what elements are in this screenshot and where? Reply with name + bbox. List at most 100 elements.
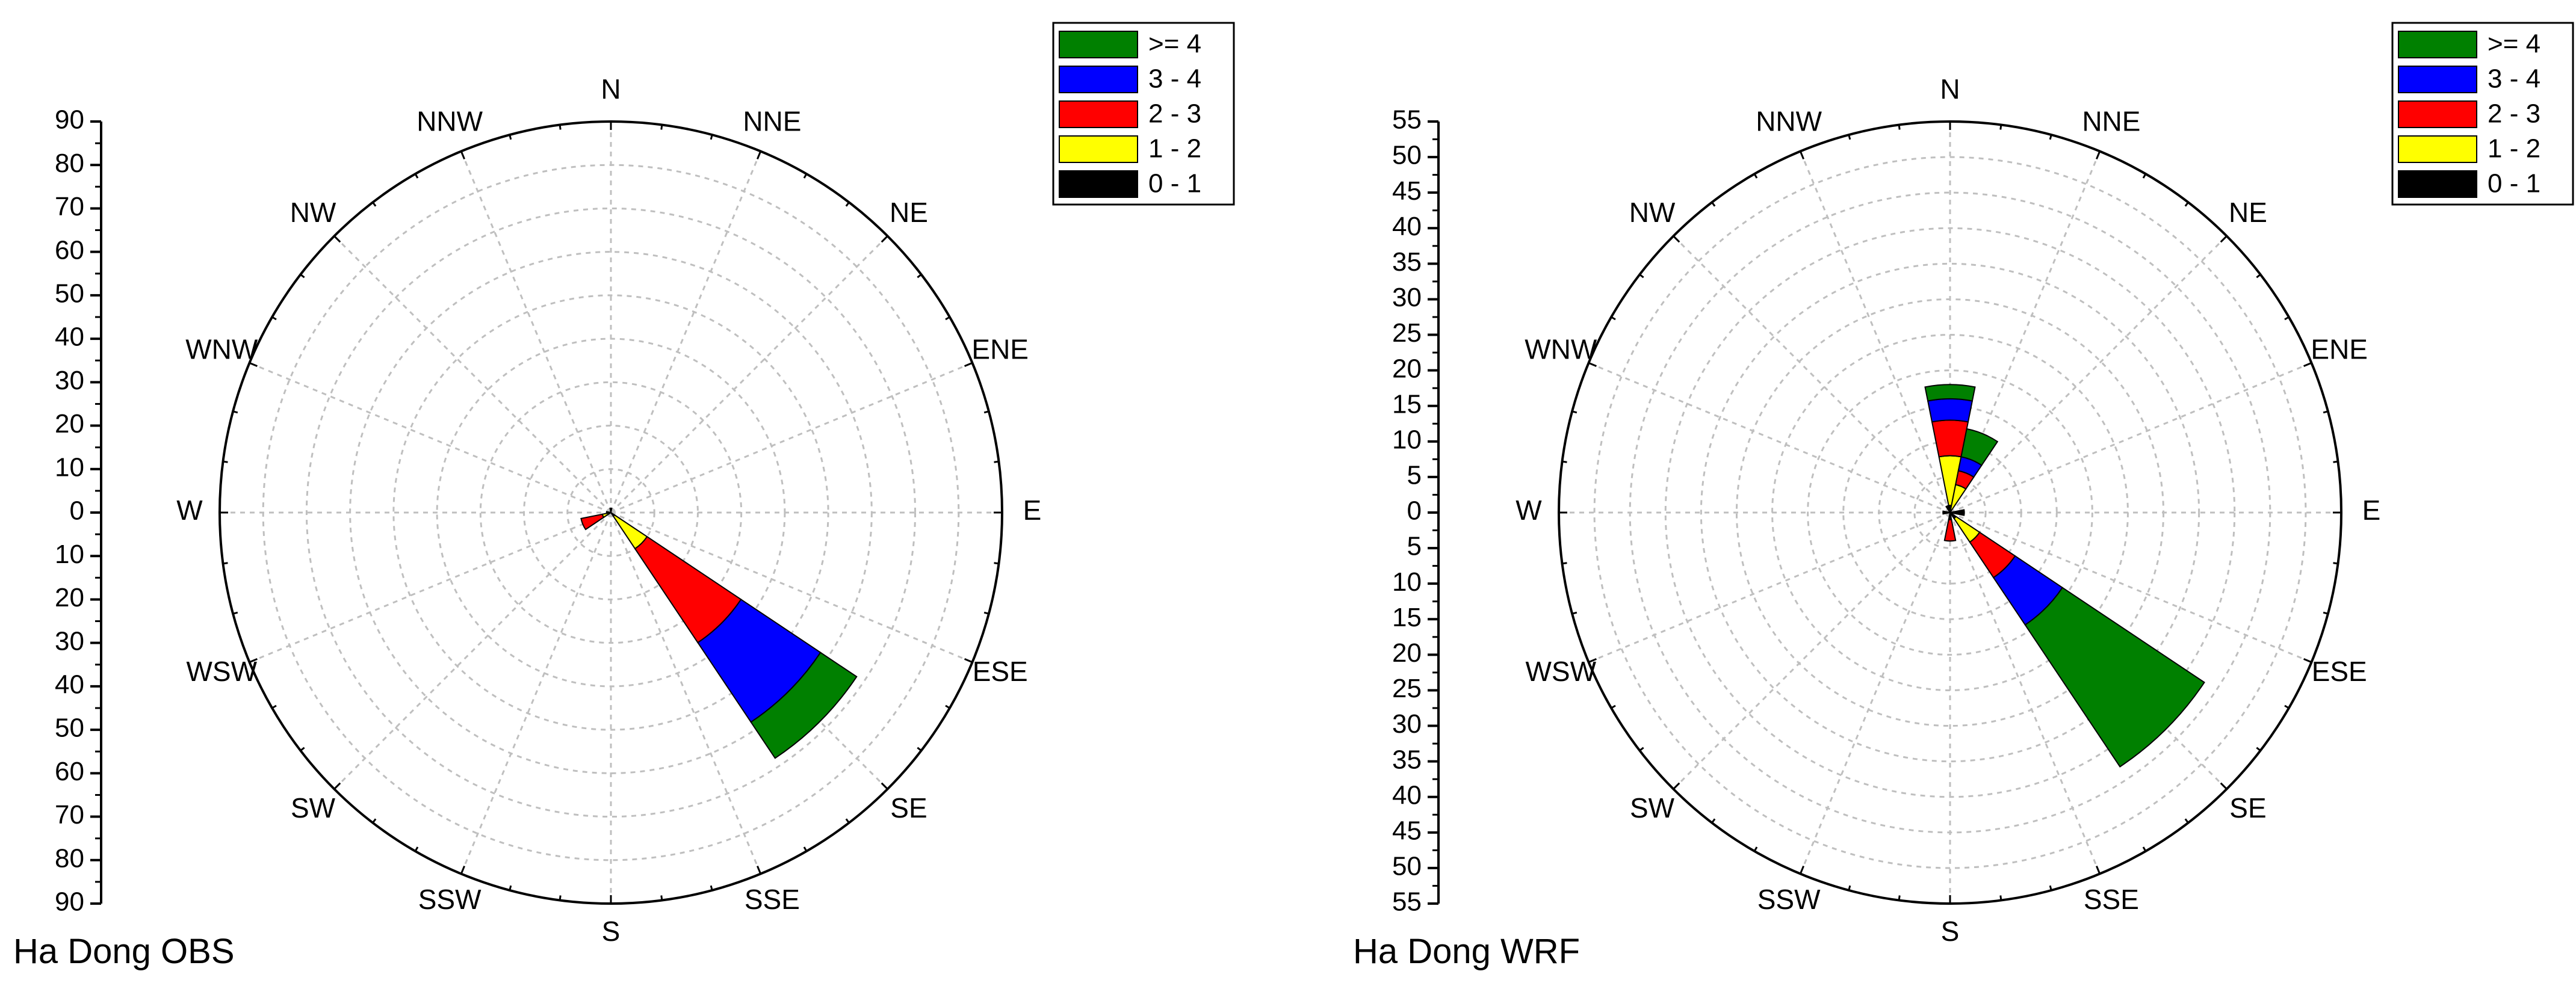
radial-axis-label: 40: [55, 322, 84, 352]
direction-label-nne: NNE: [2082, 105, 2140, 137]
outer-ring-tick: [2184, 202, 2189, 207]
outer-ring-tick: [2333, 562, 2338, 565]
legend-swatch: [1059, 135, 1138, 163]
direction-label-wsw: WSW: [1526, 656, 1597, 687]
grid-spoke: [610, 511, 973, 664]
radial-axis-label: 70: [55, 192, 84, 221]
direction-label-ssw: SSW: [1757, 884, 1821, 915]
outer-ring-tick: [2049, 134, 2052, 140]
outer-ring-tick: [1571, 410, 1577, 414]
outer-ring-tick: [460, 150, 465, 159]
legend-label: 0 - 1: [2488, 169, 2540, 199]
grid-ring: [1664, 227, 2236, 798]
outer-ring-tick: [983, 611, 989, 615]
sector-n-bin-4: [1924, 384, 1976, 402]
outer-ring-tick: [1848, 134, 1851, 140]
outer-ring-tick: [660, 895, 663, 901]
direction-label-ne: NE: [890, 197, 928, 228]
outer-ring-tick: [414, 846, 419, 852]
grid-spoke: [1949, 362, 2312, 514]
sector-w-bin-0: [1942, 510, 1951, 515]
grid-spoke: [610, 512, 762, 875]
radial-axis-label: 40: [55, 670, 84, 700]
outer-ring-tick: [1673, 782, 1680, 790]
outer-ring-tick: [223, 460, 228, 463]
outer-ring-tick: [414, 173, 419, 179]
outer-ring-tick: [2096, 150, 2101, 159]
radial-axis-label: 10: [55, 540, 84, 569]
outer-ring-tick: [249, 658, 258, 664]
outer-ring-tick: [2284, 704, 2290, 709]
outer-ring-tick: [1571, 611, 1577, 615]
outer-ring-tick: [1753, 846, 1758, 852]
direction-label-w: W: [1516, 494, 1542, 526]
chart-title-obs: Ha Dong OBS: [13, 932, 235, 971]
outer-ring-tick: [460, 866, 465, 875]
outer-ring-tick: [2323, 611, 2329, 615]
outer-ring-tick: [2256, 747, 2261, 751]
outer-ring-tick: [2303, 362, 2312, 367]
direction-label-wnw: WNW: [185, 333, 258, 365]
legend-swatch: [1059, 170, 1138, 198]
radial-axis-label: 20: [1392, 354, 1422, 383]
sector-wsw-bin-2: [580, 513, 605, 531]
outer-ring-tick: [1562, 562, 1567, 565]
outer-ring-tick: [509, 885, 512, 891]
radial-axis-label: 5: [1407, 461, 1422, 490]
legend-swatch: [1059, 100, 1138, 128]
outer-ring-tick: [372, 202, 377, 207]
grid-ring: [566, 468, 655, 557]
outer-ring-tick: [333, 235, 341, 243]
grid-spoke: [1949, 150, 2101, 513]
radial-axis-label: 30: [55, 366, 84, 395]
radial-axis-label: 60: [55, 235, 84, 265]
direction-label-ese: ESE: [2312, 656, 2367, 687]
grid-ring: [305, 207, 917, 818]
direction-label-n: N: [601, 73, 621, 105]
legend-swatch: [2398, 135, 2477, 163]
outer-ring-tick: [710, 134, 713, 140]
direction-label-e: E: [2362, 494, 2381, 526]
direction-label-ene: ENE: [2311, 333, 2368, 365]
radial-axis-label: 30: [1392, 283, 1422, 312]
radial-axis-label: 10: [55, 452, 84, 482]
direction-label-nnw: NNW: [1756, 105, 1822, 137]
direction-label-wnw: WNW: [1525, 333, 1597, 365]
outer-ring-tick: [803, 846, 808, 852]
direction-label-w: W: [176, 494, 203, 526]
grid-spoke: [460, 512, 612, 875]
radial-axis-label: 20: [55, 409, 84, 439]
outer-ring-tick: [757, 866, 762, 875]
outer-ring-tick: [372, 818, 377, 824]
legend-swatch: [2398, 100, 2477, 128]
outer-ring-tick: [803, 173, 808, 179]
direction-label-n: N: [1940, 73, 1960, 105]
outer-ring-tick: [2256, 274, 2261, 279]
grid-spoke: [610, 362, 973, 514]
radial-axis-label: 45: [1392, 176, 1422, 206]
outer-ring-tick: [1799, 150, 1804, 159]
direction-label-nw: NW: [290, 197, 336, 228]
outer-ring-tick: [757, 150, 762, 159]
outer-ring-tick: [1588, 362, 1597, 367]
outer-ring-tick: [994, 562, 999, 565]
grid-ring: [1807, 369, 2093, 656]
radial-axis-label: 55: [1392, 105, 1422, 135]
radial-axis-label: 50: [55, 713, 84, 743]
direction-label-se: SE: [890, 792, 927, 824]
radial-axis-label: 0: [70, 496, 84, 526]
outer-ring-tick: [2049, 885, 2052, 891]
radial-axis-label: 5: [1407, 532, 1422, 561]
outer-ring-tick: [1588, 658, 1597, 664]
legend-label: 1 - 2: [1148, 134, 1201, 164]
outer-ring-tick: [1673, 235, 1680, 243]
outer-ring-tick: [917, 274, 922, 279]
legend-label: >= 4: [1148, 29, 1201, 59]
radial-axis-label: 35: [1392, 745, 1422, 774]
outer-ring-tick: [845, 818, 850, 824]
radial-axis-label: 25: [1392, 318, 1422, 348]
outer-ring-tick: [1562, 460, 1567, 463]
direction-label-sw: SW: [291, 792, 336, 824]
outer-ring-tick: [2142, 846, 2147, 852]
